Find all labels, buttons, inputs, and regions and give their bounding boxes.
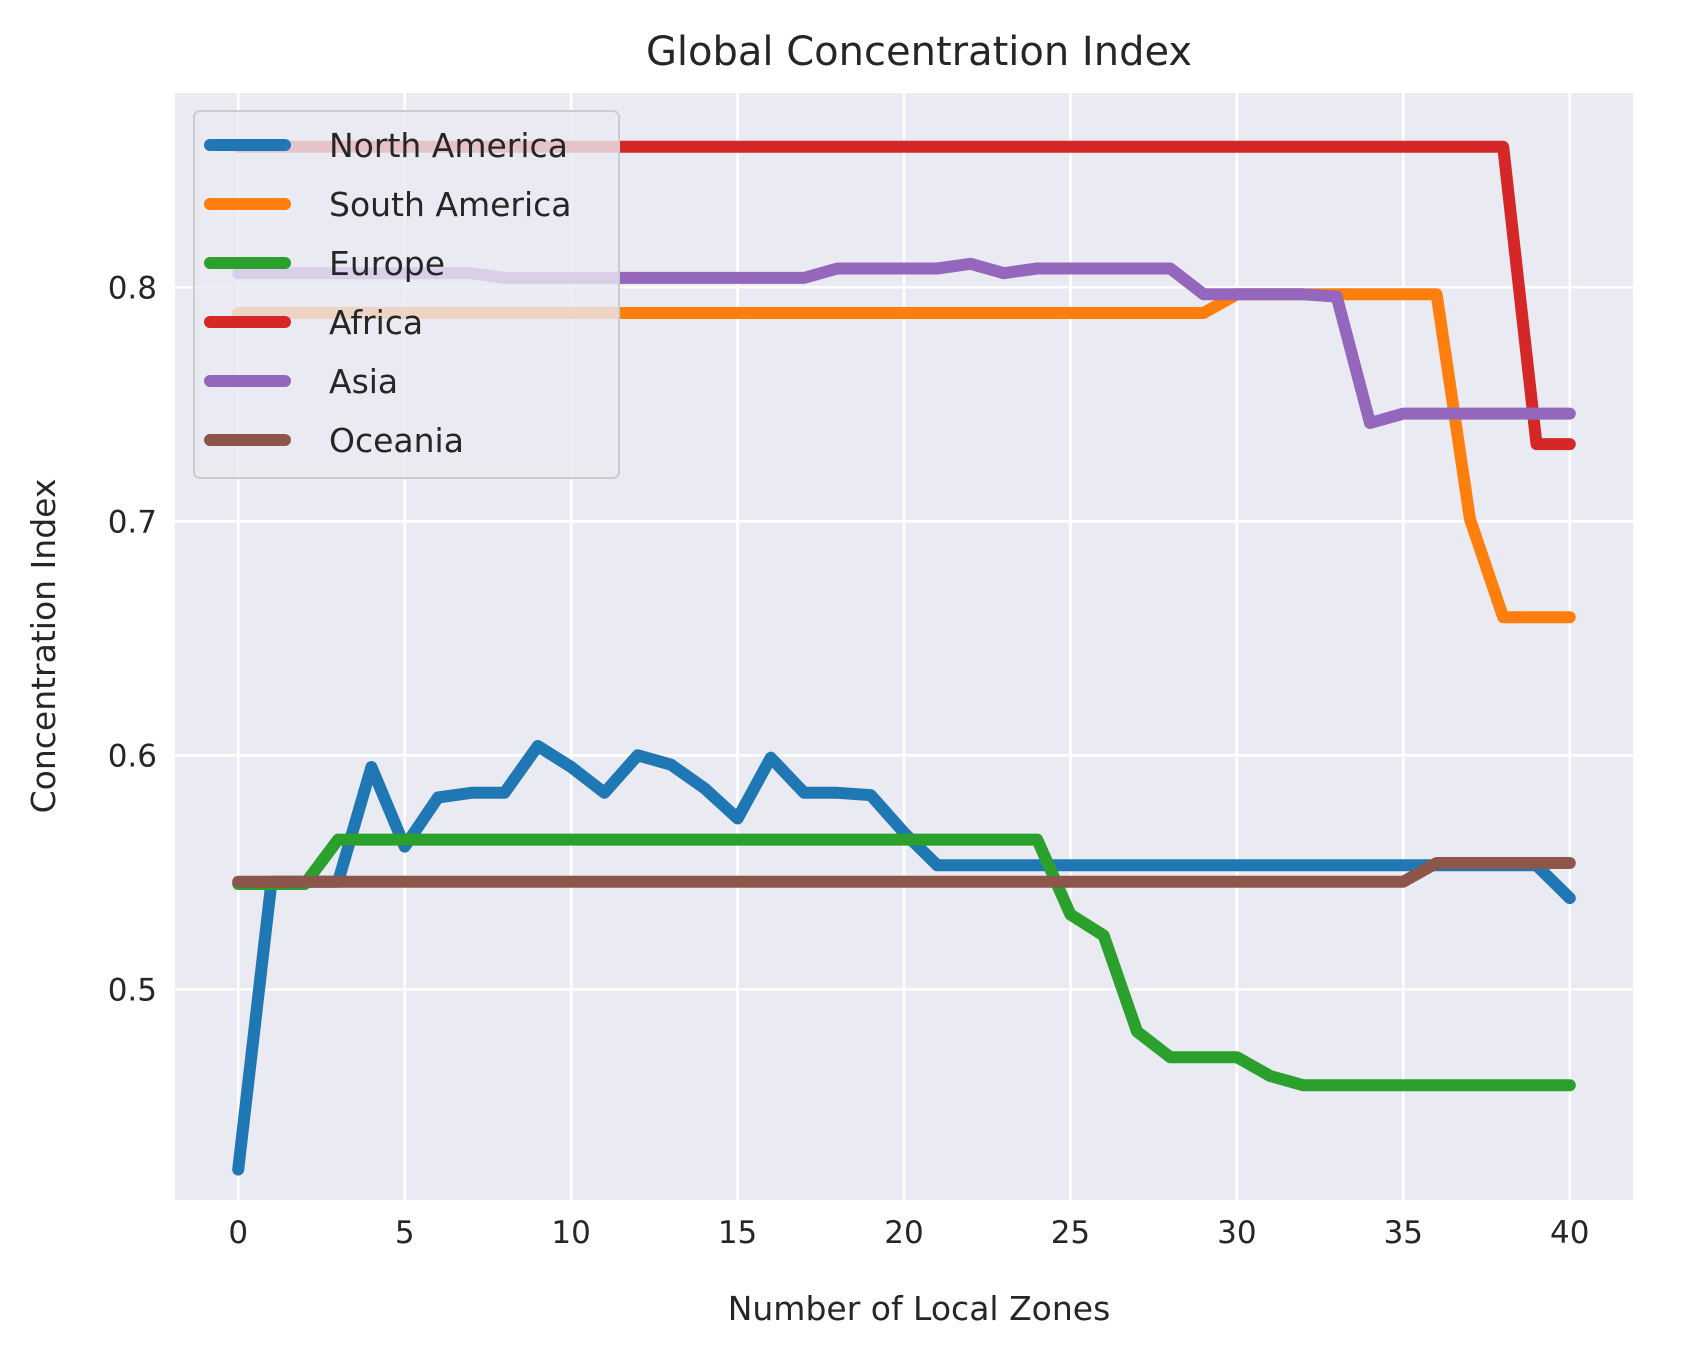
legend-label-oceania: Oceania	[329, 421, 464, 460]
y-axis-ticks: 0.5 0.6 0.7 0.8	[108, 270, 157, 1008]
legend: North America South America Europe Africa As…	[193, 110, 620, 479]
series-line-oceania	[232, 857, 1576, 888]
y-tick-label: 0.6	[108, 738, 157, 774]
x-axis-ticks: 0 5 10 15 20 25 30 35 40	[228, 1215, 1589, 1251]
x-tick-label: 0	[228, 1215, 248, 1251]
x-axis-label: Number of Local Zones	[728, 1289, 1111, 1328]
legend-label-south-america: South America	[329, 185, 572, 224]
x-tick-label: 10	[551, 1215, 590, 1251]
legend-label-africa: Africa	[329, 303, 423, 342]
y-tick-label: 0.5	[108, 972, 157, 1008]
x-tick-label: 20	[884, 1215, 923, 1251]
x-tick-label: 25	[1051, 1215, 1090, 1251]
y-tick-label: 0.7	[108, 504, 157, 540]
series-line-europe	[232, 833, 1576, 1092]
y-axis-label: Concentration Index	[24, 479, 63, 814]
x-tick-label: 30	[1217, 1215, 1256, 1251]
legend-label-asia: Asia	[329, 362, 398, 401]
x-tick-label: 40	[1550, 1215, 1589, 1251]
legend-label-north-america: North America	[329, 126, 568, 165]
x-tick-label: 35	[1384, 1215, 1423, 1251]
series-line-north-america	[232, 740, 1576, 1176]
legend-frame	[193, 110, 620, 479]
legend-label-europe: Europe	[329, 244, 445, 283]
x-tick-label: 15	[718, 1215, 757, 1251]
x-tick-label: 5	[395, 1215, 415, 1251]
y-tick-label: 0.8	[108, 270, 157, 306]
chart-title: Global Concentration Index	[646, 29, 1192, 75]
